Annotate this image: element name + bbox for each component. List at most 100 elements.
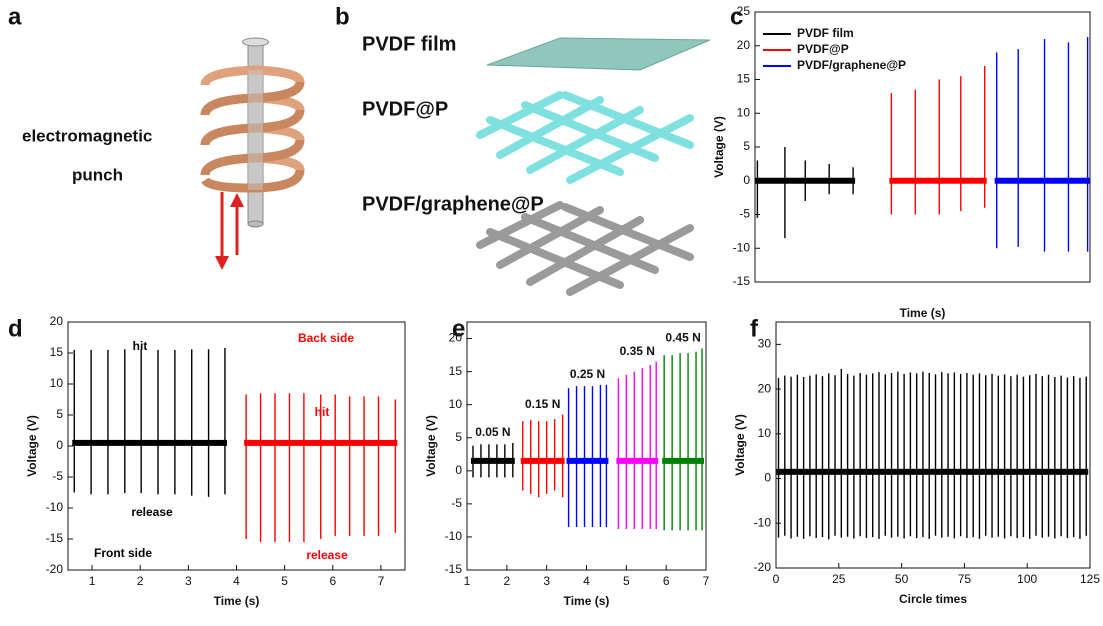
y-tick-label: 0 (56, 438, 63, 452)
x-tick-label: 3 (543, 574, 550, 588)
x-tick-label: 25 (832, 572, 846, 586)
x-tick-label: 1 (464, 574, 471, 588)
x-tick-label: 5 (281, 574, 288, 588)
y-tick-label: -15 (46, 531, 64, 545)
x-tick-label: 2 (137, 574, 144, 588)
series-label: 0.25 N (570, 367, 605, 381)
y-tick-label: 15 (50, 345, 64, 359)
x-tick-label: 4 (583, 574, 590, 588)
y-tick-label: 5 (56, 407, 63, 421)
y-tick-label: 0 (455, 463, 462, 477)
baseline-noise (994, 177, 1090, 184)
y-tick-label: 20 (449, 331, 463, 345)
x-tick-label: 2 (503, 574, 510, 588)
x-tick-label: 7 (703, 574, 710, 588)
x-tick-label: 4 (233, 574, 240, 588)
x-tick-label: 100 (1017, 572, 1037, 586)
y-tick-label: 15 (449, 364, 463, 378)
series-label: 0.45 N (665, 331, 700, 345)
y-tick-label: 10 (737, 105, 751, 119)
plot-frame (67, 321, 406, 571)
y-tick-label: -20 (754, 560, 772, 574)
y-tick-label: -5 (52, 469, 63, 483)
annotation: Front side (94, 546, 152, 560)
x-tick-label: 6 (663, 574, 670, 588)
y-tick-label: 20 (50, 314, 64, 328)
y-tick-label: 20 (737, 38, 751, 52)
series-label: 0.15 N (525, 397, 560, 411)
x-axis-label: Time (s) (214, 594, 260, 608)
y-tick-label: -5 (739, 207, 750, 221)
panel-label: b (335, 3, 350, 30)
x-axis-label: Time (s) (900, 306, 946, 320)
legend-label: PVDF film (797, 26, 854, 40)
y-axis-label: Voltage (V) (733, 414, 747, 476)
baseline-noise (470, 457, 515, 464)
y-tick-label: 5 (455, 430, 462, 444)
x-tick-label: 1 (89, 574, 96, 588)
baseline-noise (662, 457, 705, 464)
y-tick-label: -10 (733, 240, 751, 254)
panel-label: d (8, 315, 23, 342)
annotation: Back side (298, 331, 354, 345)
panel-label: e (452, 315, 465, 342)
x-axis-label: Circle times (899, 592, 967, 606)
diagram-text: electromagnetic (22, 126, 152, 145)
y-tick-label: -10 (46, 500, 64, 514)
y-tick-label: 0 (743, 173, 750, 187)
plot-frame (466, 321, 707, 571)
x-tick-label: 125 (1080, 572, 1100, 586)
panel-label: f (750, 315, 759, 342)
y-tick-label: -15 (733, 274, 751, 288)
x-tick-label: 6 (329, 574, 336, 588)
series-label: 0.35 N (620, 344, 655, 358)
y-tick-label: 10 (449, 397, 463, 411)
series-label: 0.05 N (475, 425, 510, 439)
y-tick-label: 30 (758, 337, 772, 351)
y-tick-label: -15 (445, 562, 463, 576)
x-tick-label: 75 (958, 572, 972, 586)
legend-label: PVDF/graphene@P (797, 58, 906, 72)
annotation: release (131, 505, 173, 519)
y-tick-label: 0 (764, 471, 771, 485)
y-axis-label: Voltage (V) (424, 415, 438, 477)
x-tick-label: 50 (895, 572, 909, 586)
baseline-noise (889, 177, 987, 184)
layer-label: PVDF@P (362, 98, 448, 120)
panel-label: c (730, 3, 743, 30)
x-tick-label: 0 (773, 572, 780, 586)
baseline-noise (616, 457, 659, 464)
legend-label: PVDF@P (797, 42, 849, 56)
baseline-noise (72, 439, 227, 446)
diagram-text: punch (72, 165, 123, 184)
y-tick-label: -10 (754, 515, 772, 529)
annotation: hit (133, 339, 148, 353)
layer-label: PVDF film (362, 33, 456, 55)
punch-drawing (200, 37, 305, 270)
y-tick-label: 25 (737, 4, 751, 18)
y-tick-label: -10 (445, 529, 463, 543)
baseline-noise (776, 468, 1089, 475)
y-tick-label: 10 (758, 426, 772, 440)
x-tick-label: 3 (185, 574, 192, 588)
y-tick-label: 10 (50, 376, 64, 390)
plot-frame (775, 321, 1091, 569)
y-tick-label: -5 (451, 496, 462, 510)
annotation: hit (315, 405, 330, 419)
baseline-noise (566, 457, 609, 464)
layer-drawing (476, 37, 711, 296)
y-tick-label: 15 (737, 72, 751, 86)
x-tick-label: 7 (378, 574, 385, 588)
annotation: release (306, 548, 348, 562)
layer-label: PVDF/graphene@P (362, 193, 544, 215)
x-tick-label: 5 (623, 574, 630, 588)
x-axis-label: Time (s) (564, 594, 610, 608)
baseline-noise (520, 457, 565, 464)
y-axis-label: Voltage (V) (25, 415, 39, 477)
y-axis-label: Voltage (V) (712, 116, 726, 178)
y-tick-label: 5 (743, 139, 750, 153)
panel-label: a (8, 3, 22, 30)
y-tick-label: -20 (46, 562, 64, 576)
y-tick-label: 20 (758, 381, 772, 395)
